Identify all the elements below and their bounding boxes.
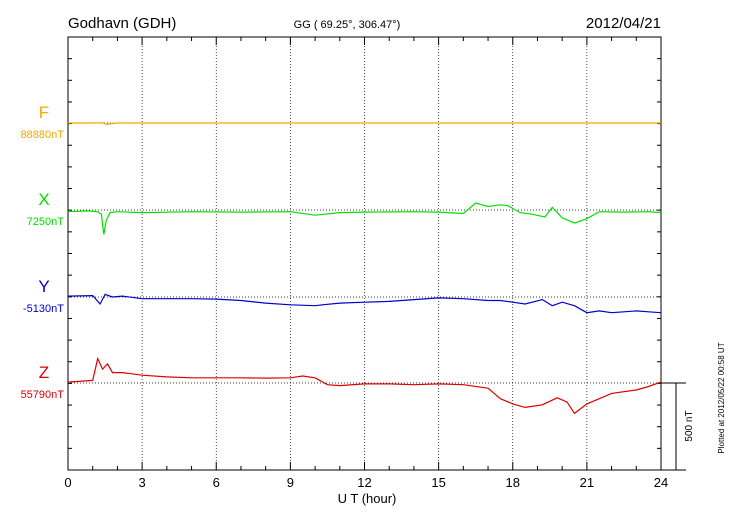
scale-bar: 500 nT xyxy=(661,382,695,471)
x-tick-label: 3 xyxy=(139,475,146,490)
x-tick-label: 12 xyxy=(357,475,371,490)
series-name-f: F xyxy=(39,103,49,122)
x-axis-label: U T (hour) xyxy=(338,491,397,506)
chart-date: 2012/04/21 xyxy=(586,15,661,32)
series-name-z: Z xyxy=(39,363,49,382)
grid-lines xyxy=(141,37,588,470)
x-tick-label: 21 xyxy=(580,475,594,490)
x-tick-label: 18 xyxy=(506,475,520,490)
series-baseline-x: 7250nT xyxy=(27,216,65,228)
station-coordinates: GG ( 69.25°, 306.47°) xyxy=(294,19,401,31)
x-tick-label: 24 xyxy=(654,475,668,490)
traces: F 88880nT X 7250nT Y -5130nT Z 55790nT xyxy=(21,103,662,415)
x-tick-label: 6 xyxy=(213,475,220,490)
series-name-x: X xyxy=(38,190,49,209)
trace-y xyxy=(67,293,662,314)
series-baseline-f: 88880nT xyxy=(21,129,65,141)
trace-f xyxy=(68,122,661,126)
x-tick-label: 0 xyxy=(64,475,71,490)
series-name-y: Y xyxy=(38,277,49,296)
x-tick-label: 15 xyxy=(431,475,445,490)
trace-z xyxy=(67,356,662,415)
trace-x xyxy=(67,202,662,235)
series-baseline-z: 55790nT xyxy=(21,389,65,401)
scale-bar-label: 500 nT xyxy=(684,410,695,441)
series-baseline-y: -5130nT xyxy=(23,303,64,315)
plotted-at-note: Plotted at 2012/05/22 00:58 UT xyxy=(717,342,726,453)
station-title: Godhavn (GDH) xyxy=(68,15,176,32)
x-tick-label: 9 xyxy=(287,475,294,490)
axis-ticks: 0 3 6 9 12 15 18 21 24 xyxy=(64,36,668,490)
